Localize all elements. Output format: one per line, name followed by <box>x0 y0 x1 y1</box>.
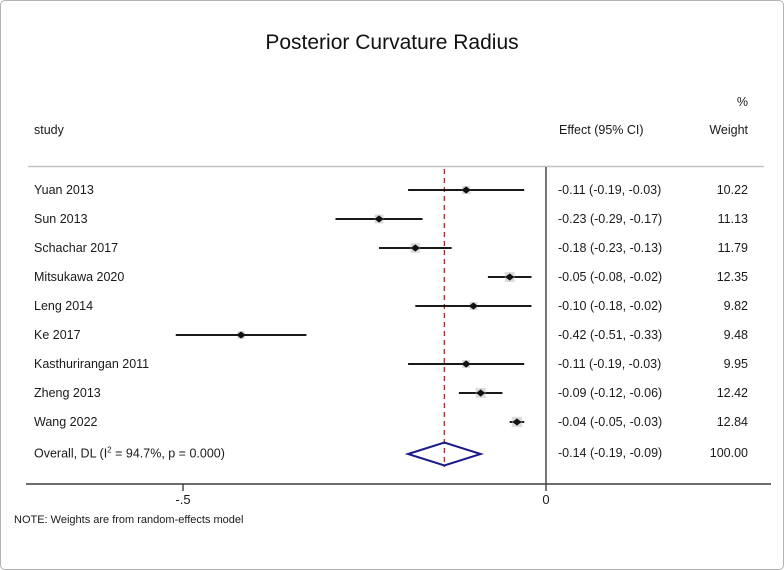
weight-value: 12.35 <box>716 270 748 284</box>
weight-value: 11.13 <box>717 212 748 226</box>
study-label: Wang 2022 <box>34 415 98 429</box>
weight-value: 9.95 <box>723 357 748 371</box>
point-estimate-marker <box>476 389 486 397</box>
footnote: NOTE: Weights are from random-effects mo… <box>14 514 244 526</box>
effect-ci-value: -0.11 (-0.19, -0.03) <box>558 357 662 371</box>
weight-value: 9.48 <box>723 328 748 342</box>
effect-ci-value: -0.42 (-0.51, -0.33) <box>558 328 663 342</box>
overall-effect-value: -0.14 (-0.19, -0.09) <box>558 446 663 460</box>
weight-value: 12.42 <box>716 386 748 400</box>
point-estimate-marker <box>374 215 384 223</box>
point-estimate-marker <box>461 360 471 368</box>
point-estimate-marker <box>468 302 478 310</box>
point-estimate-marker <box>461 186 471 194</box>
point-estimate-marker <box>512 418 522 426</box>
weight-value: 10.22 <box>716 183 748 197</box>
effect-ci-value: -0.11 (-0.19, -0.03) <box>558 183 662 197</box>
weight-value: 11.79 <box>717 241 748 255</box>
effect-ci-value: -0.05 (-0.08, -0.02) <box>558 270 663 284</box>
effect-ci-value: -0.04 (-0.05, -0.03) <box>558 415 663 429</box>
column-header-weight: Weight <box>709 123 748 137</box>
effect-ci-value: -0.18 (-0.23, -0.13) <box>558 241 663 255</box>
overall-weight-value: 100.00 <box>709 446 748 460</box>
point-estimate-marker <box>505 273 515 281</box>
study-label: Schachar 2017 <box>34 241 119 255</box>
study-label: Ke 2017 <box>34 328 81 342</box>
effect-ci-value: -0.09 (-0.12, -0.06) <box>558 386 663 400</box>
study-label: Sun 2013 <box>34 212 88 226</box>
column-header-effect: Effect (95% CI) <box>559 123 644 137</box>
axis-tick-label: -.5 <box>175 492 191 507</box>
point-estimate-marker <box>236 331 246 339</box>
effect-ci-value: -0.10 (-0.18, -0.02) <box>558 299 663 313</box>
study-label: Mitsukawa 2020 <box>34 270 125 284</box>
column-header-study: study <box>34 123 64 137</box>
study-label: Zheng 2013 <box>34 386 101 400</box>
study-label: Yuan 2013 <box>34 183 94 197</box>
overall-label: Overall, DL (I2 = 94.7%, p = 0.000) <box>34 445 225 461</box>
column-header-percent: % <box>736 95 748 109</box>
weight-value: 12.84 <box>716 415 748 429</box>
study-label: Kasthurirangan 2011 <box>34 357 150 371</box>
axis-tick-label: 0 <box>542 492 550 507</box>
chart-title: Posterior Curvature Radius <box>265 31 519 54</box>
overall-diamond <box>404 441 484 467</box>
effect-ci-value: -0.23 (-0.29, -0.17) <box>558 212 663 226</box>
weight-value: 9.82 <box>723 299 748 313</box>
point-estimate-marker <box>410 244 420 252</box>
study-label: Leng 2014 <box>34 299 94 313</box>
